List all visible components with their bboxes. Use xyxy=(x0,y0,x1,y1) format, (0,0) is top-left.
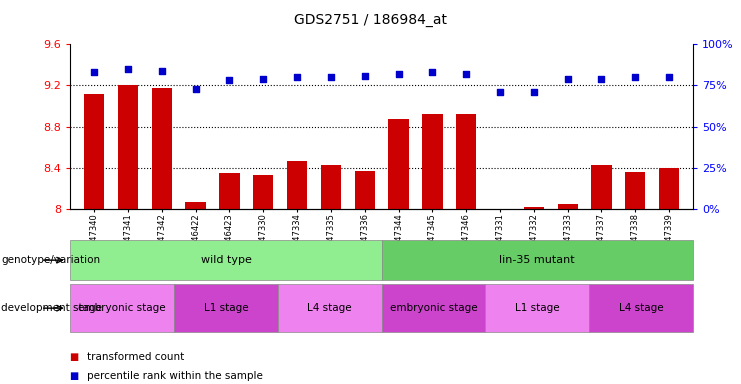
Bar xyxy=(185,202,206,209)
Point xyxy=(494,89,506,95)
Text: lin-35 mutant: lin-35 mutant xyxy=(499,255,575,265)
Text: ■: ■ xyxy=(70,352,83,362)
Bar xyxy=(118,86,138,209)
Text: L4 stage: L4 stage xyxy=(619,303,663,313)
Bar xyxy=(557,204,578,209)
Bar xyxy=(253,175,273,209)
Bar xyxy=(591,165,611,209)
Text: L1 stage: L1 stage xyxy=(515,303,559,313)
Text: L4 stage: L4 stage xyxy=(308,303,352,313)
Point xyxy=(122,66,134,72)
Point xyxy=(596,76,608,82)
Point xyxy=(629,74,641,80)
Point xyxy=(291,74,303,80)
Text: wild type: wild type xyxy=(201,255,251,265)
Bar xyxy=(524,207,544,209)
Point xyxy=(663,74,675,80)
Bar xyxy=(659,168,679,209)
Text: percentile rank within the sample: percentile rank within the sample xyxy=(87,371,262,381)
Text: ■: ■ xyxy=(70,371,83,381)
Point xyxy=(88,69,100,75)
Bar xyxy=(219,173,239,209)
Bar xyxy=(422,114,442,209)
Point xyxy=(224,78,236,84)
Point xyxy=(393,71,405,77)
Point xyxy=(426,69,438,75)
Bar xyxy=(456,114,476,209)
Text: development stage: development stage xyxy=(1,303,102,313)
Point xyxy=(528,89,539,95)
Text: L1 stage: L1 stage xyxy=(204,303,248,313)
Point xyxy=(156,68,167,74)
Point xyxy=(257,76,269,82)
Bar xyxy=(625,172,645,209)
Point xyxy=(460,71,472,77)
Point xyxy=(562,76,574,82)
Point xyxy=(325,74,337,80)
Text: embryonic stage: embryonic stage xyxy=(390,303,477,313)
Text: GDS2751 / 186984_at: GDS2751 / 186984_at xyxy=(294,13,447,27)
Bar xyxy=(388,119,409,209)
Bar xyxy=(152,88,172,209)
Bar xyxy=(287,161,308,209)
Text: genotype/variation: genotype/variation xyxy=(1,255,101,265)
Bar xyxy=(354,171,375,209)
Point xyxy=(190,86,202,92)
Bar xyxy=(321,165,341,209)
Text: embryonic stage: embryonic stage xyxy=(79,303,166,313)
Text: transformed count: transformed count xyxy=(87,352,184,362)
Point xyxy=(359,73,370,79)
Bar xyxy=(84,94,104,209)
